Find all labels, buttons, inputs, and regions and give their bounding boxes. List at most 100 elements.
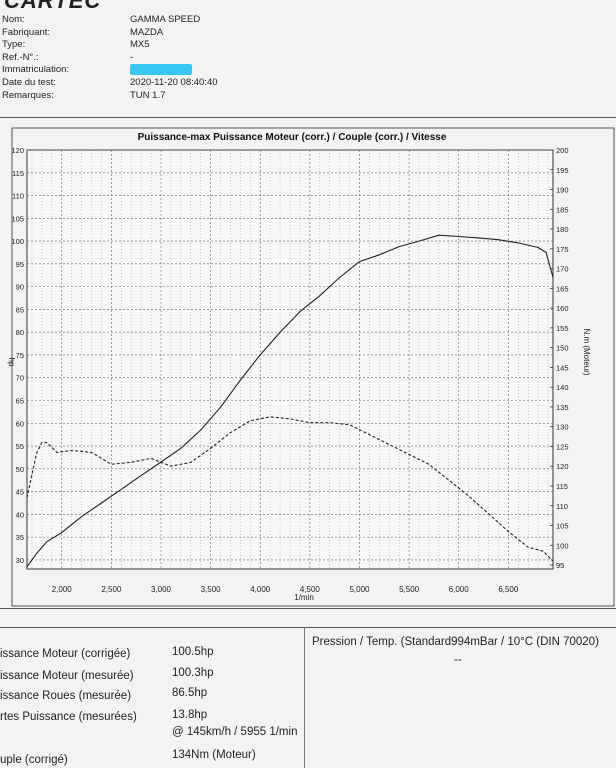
header-label: Type:: [2, 39, 26, 51]
result-label: rtes Puissance (mesurées): [0, 711, 137, 723]
y-tick-label: 45: [16, 488, 24, 497]
y2-tick-label: 155: [556, 324, 569, 333]
x-tick-label: 2,500: [101, 585, 122, 594]
y-tick-label: 30: [16, 556, 24, 565]
y2-tick-label: 120: [556, 462, 569, 471]
x-axis-label: 1/min: [294, 593, 314, 602]
y-tick-label: 70: [16, 374, 24, 383]
y2-tick-label: 115: [556, 482, 568, 491]
y-tick-label: 60: [16, 419, 24, 428]
result-value: 134Nm (Moteur): [172, 749, 256, 761]
header-label: Remarques:: [2, 89, 54, 101]
result-label: uple (corrigé): [0, 754, 68, 766]
power-curve: [26, 234, 554, 568]
test-header: Nom: GAMMA SPEED Fabriquant: MAZDA Type:…: [2, 14, 290, 102]
y2-tick-label: 130: [556, 423, 569, 432]
result-value: 86.5hp: [172, 687, 208, 699]
y-tick-label: 75: [16, 351, 24, 360]
header-row-date: Date du test: 2020-11-20 08:40:40: [2, 77, 290, 90]
y-tick-label: 100: [11, 237, 24, 246]
x-tick-label: 5,000: [349, 585, 370, 594]
y-tick-label: 50: [16, 465, 24, 474]
redaction-mark: [130, 64, 192, 76]
header-label: Immatriculation:: [2, 64, 70, 76]
dyno-chart: Puissance-max Puissance Moteur (corr.) /…: [7, 127, 615, 607]
y2-tick-label: 105: [556, 522, 569, 531]
y2-tick-label: 180: [556, 225, 569, 234]
x-tick-label: 5,500: [399, 585, 420, 594]
header-value: GAMMA SPEED: [130, 14, 201, 25]
y2-tick-label: 185: [556, 205, 569, 214]
header-label: Fabriquant:: [2, 26, 51, 38]
x-tick-label: 6,500: [498, 585, 519, 594]
result-value: 100.5hp: [172, 646, 214, 658]
x-tick-label: 3,500: [201, 585, 222, 594]
y-tick-label: 55: [16, 442, 24, 451]
header-label: Date du test:: [2, 76, 56, 88]
header-row-type: Type: MX5: [2, 39, 290, 52]
header-value: 2020-11-20 08:40:40: [130, 76, 218, 88]
test-conditions-extra: --: [454, 654, 462, 666]
header-row-remarks: Remarques: TUN 1.7: [2, 90, 290, 103]
y-tick-label: 35: [16, 533, 24, 542]
y2-tick-label: 150: [556, 344, 569, 353]
y-tick-label: 90: [16, 283, 24, 292]
y-tick-label: 110: [12, 192, 24, 201]
y-tick-label: 95: [16, 260, 24, 269]
y-tick-label: 85: [16, 305, 24, 314]
header-value: TUN 1.7: [130, 89, 166, 101]
y2-tick-label: 170: [556, 265, 569, 274]
header-row-manufacturer: Fabriquant: MAZDA: [2, 27, 290, 40]
result-value: 100.3hp: [172, 667, 214, 679]
test-conditions: Pression / Temp. (Standard994mBar / 10°C…: [312, 636, 599, 648]
result-label: issance Roues (mesurée): [0, 690, 132, 702]
header-value: MAZDA: [130, 26, 164, 38]
y2-axis-ticks: 95 100 105 110 115 120 125 130 135 140 145 150 155 16…: [550, 146, 569, 570]
y2-axis-label: N.m (Moteur): [582, 328, 591, 375]
y2-tick-label: 190: [556, 186, 569, 195]
y2-tick-label: 100: [556, 541, 569, 550]
header-value: -: [130, 51, 134, 63]
y2-tick-label: 165: [556, 284, 569, 293]
y2-tick-label: 110: [556, 502, 568, 511]
y-tick-label: 105: [11, 214, 24, 223]
gridlines: [27, 149, 553, 569]
chart-title: Puissance-max Puissance Moteur (corr.) /…: [138, 132, 447, 143]
header-row-name: Nom: GAMMA SPEED: [2, 14, 290, 27]
x-tick-label: 4,000: [250, 585, 271, 594]
results-divider: [0, 627, 616, 628]
y-tick-label: 40: [16, 510, 24, 519]
header-row-ref: Ref.-N°.: -: [2, 52, 290, 65]
series-group: [26, 234, 554, 568]
y2-tick-label: 160: [556, 304, 569, 313]
y2-tick-label: 135: [556, 403, 569, 412]
result-label: issance Moteur (mesurée): [0, 670, 134, 682]
result-label: issance Moteur (corrigée): [0, 648, 131, 660]
x-axis-ticks: 2,000 2,500 3,000 3,500 4,000 4,500 5,000 5,500…: [52, 585, 519, 594]
y-tick-label: 65: [16, 396, 24, 405]
results-panel: issance Moteur (corrigée) 100.5hp issanc…: [0, 638, 616, 768]
y-tick-label: 80: [16, 328, 24, 337]
header-label: Nom:: [2, 14, 25, 25]
header-row-registration: Immatriculation:: [2, 64, 290, 77]
header-label: Ref.-N°.:: [2, 51, 39, 63]
y-axis-ticks: 30 35 40 45 50 55 60 65 70 75 80 85 90 95 100 105 110 115…: [11, 146, 24, 565]
x-tick-label: 6,000: [449, 585, 470, 594]
chart-divider: [0, 608, 616, 609]
y2-tick-label: 145: [556, 363, 569, 372]
result-value: @ 145km/h / 5955 1/min: [172, 726, 298, 738]
y2-tick-label: 200: [556, 146, 569, 155]
header-divider: [0, 117, 616, 118]
result-value: 13.8hp: [172, 709, 208, 721]
y2-tick-label: 175: [556, 245, 569, 254]
results-column-divider: [304, 627, 305, 768]
y2-tick-label: 95: [556, 561, 564, 570]
y2-tick-label: 195: [556, 166, 569, 175]
y2-tick-label: 125: [556, 442, 569, 451]
x-tick-label: 2,000: [52, 585, 73, 594]
brand-logo: CARTEC: [4, 0, 102, 13]
y2-tick-label: 140: [556, 383, 569, 392]
x-tick-label: 4,500: [300, 585, 321, 594]
y-tick-label: 115: [12, 169, 24, 178]
y-tick-label: 120: [11, 146, 24, 155]
